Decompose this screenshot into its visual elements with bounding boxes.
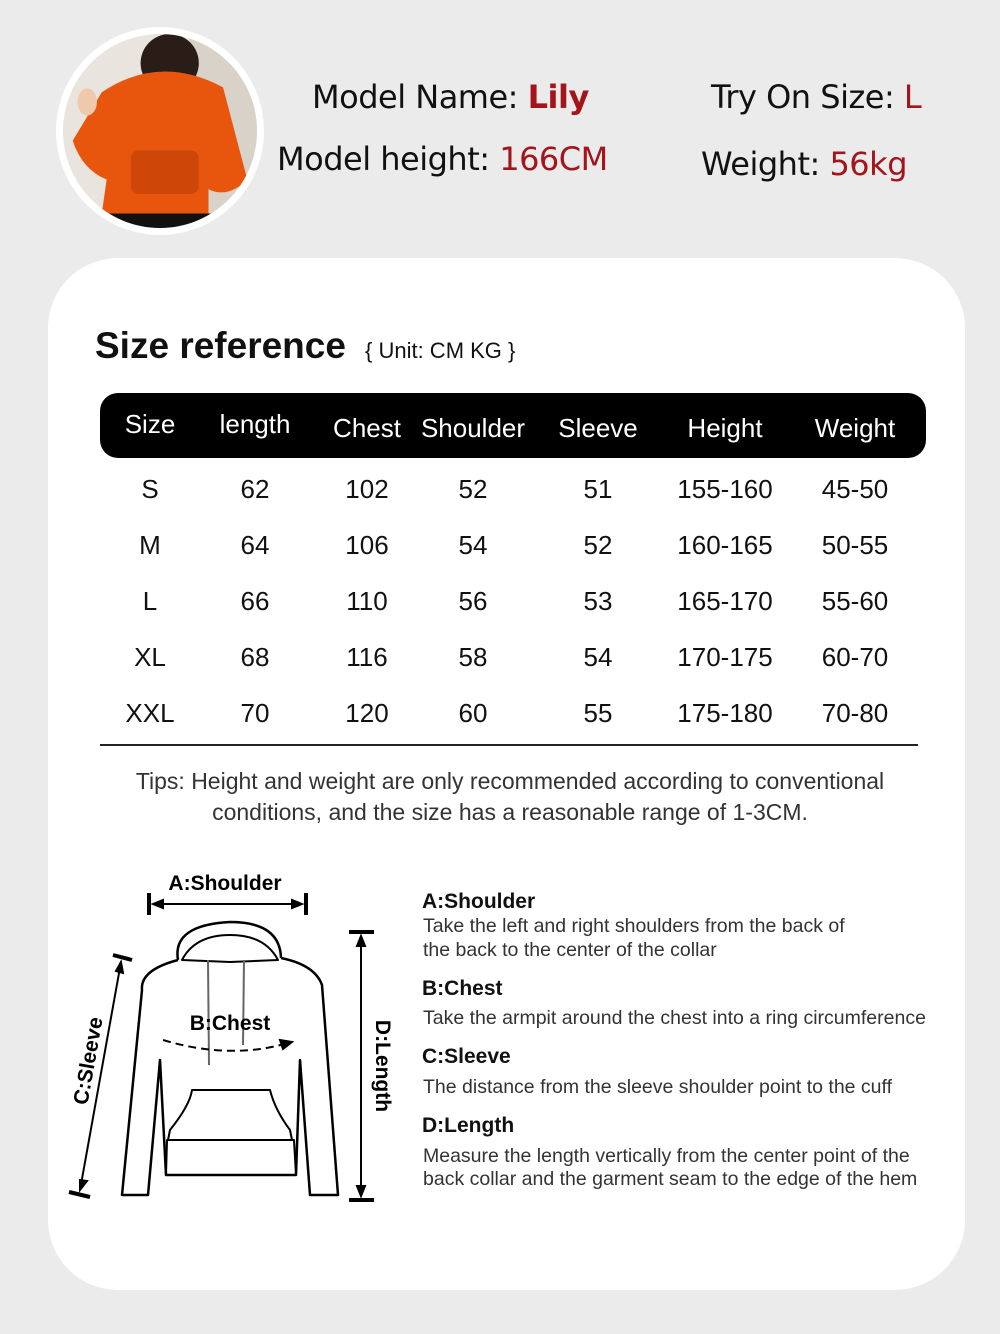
model-height: Model height: 166CM xyxy=(277,140,608,178)
header-height: Height xyxy=(687,413,763,443)
label-a: A:Shoulder xyxy=(168,872,281,895)
label-d: D:Length xyxy=(371,1020,394,1112)
table-cell: 165-170 xyxy=(677,586,773,616)
model-name: Model Name: Lily xyxy=(312,78,589,116)
desc-title: D:Length xyxy=(422,1114,515,1137)
size-reference-title: Size reference xyxy=(95,325,346,366)
table-cell: 53 xyxy=(583,586,613,616)
tips-line-2: conditions, and the size has a reasonabl… xyxy=(212,799,808,825)
header-size: Size xyxy=(124,409,176,439)
table-cell: 68 xyxy=(240,642,270,672)
model-height-label: Model height: xyxy=(277,140,490,178)
table-cell: 175-180 xyxy=(677,698,773,728)
desc-text: The distance from the sleeve shoulder po… xyxy=(423,1076,892,1098)
desc-title: B:Chest xyxy=(422,977,503,1000)
header-weight: Weight xyxy=(814,413,896,443)
desc-title: C:Sleeve xyxy=(422,1045,511,1068)
table-cell: 106 xyxy=(345,530,389,560)
header-chest: Chest xyxy=(333,413,401,443)
tips-line-1: Tips: Height and weight are only recomme… xyxy=(135,768,885,794)
model-weight-value: 56kg xyxy=(829,145,907,183)
table-cell: 50-55 xyxy=(821,530,889,560)
header-length: length xyxy=(219,409,291,439)
desc-text: Take the left and right shoulders from t… xyxy=(423,915,845,937)
table-cell: 51 xyxy=(583,474,613,504)
measure-arrows xyxy=(68,893,374,1202)
unit-label: { Unit: CM KG } xyxy=(365,338,516,363)
table-cell: 116 xyxy=(346,642,388,672)
table-cell: 52 xyxy=(583,530,613,560)
table-cell: 62 xyxy=(240,474,270,504)
drawstrings xyxy=(207,959,245,1066)
table-cell: 52 xyxy=(458,474,488,504)
desc-title: A:Shoulder xyxy=(422,890,536,913)
model-photo xyxy=(56,27,264,235)
model-height-value: 166CM xyxy=(499,140,608,178)
table-cell: 55 xyxy=(583,698,613,728)
table-cell: 60-70 xyxy=(821,642,889,672)
table-cell: 155-160 xyxy=(677,474,773,504)
model-weight-label: Weight: xyxy=(701,145,820,183)
try-on-size: Try On Size: L xyxy=(711,78,922,116)
label-b: B:Chest xyxy=(190,1012,271,1035)
table-cell: 70 xyxy=(240,698,270,728)
model-name-label: Model Name: xyxy=(312,78,518,116)
desc-text: back collar and the garment seam to the … xyxy=(423,1168,918,1190)
table-divider xyxy=(100,744,918,746)
desc-text: Take the armpit around the chest into a … xyxy=(423,1007,926,1029)
table-cell: L xyxy=(142,586,158,616)
table-cell: XL xyxy=(134,642,166,672)
table-cell: 58 xyxy=(458,642,488,672)
table-cell: 170-175 xyxy=(677,642,773,672)
table-cell: 102 xyxy=(345,474,389,504)
tips: Tips: Height and weight are only recomme… xyxy=(60,766,960,828)
desc-text: the back to the center of the collar xyxy=(423,939,717,961)
table-cell: 45-50 xyxy=(821,474,889,504)
model-hoodie-image xyxy=(63,34,257,228)
model-name-value: Lily xyxy=(527,78,590,116)
table-cell: 120 xyxy=(345,698,389,728)
model-weight: Weight: 56kg xyxy=(701,145,907,183)
table-cell: 54 xyxy=(583,642,613,672)
table-cell: 55-60 xyxy=(821,586,889,616)
table-cell: 60 xyxy=(458,698,488,728)
table-cell: 56 xyxy=(458,586,488,616)
table-cell: 160-165 xyxy=(677,530,773,560)
table-cell: 64 xyxy=(240,530,270,560)
header-sleeve: Sleeve xyxy=(558,413,638,443)
table-cell: S xyxy=(141,474,159,504)
table-cell: 110 xyxy=(346,586,388,616)
try-on-size-value: L xyxy=(903,78,922,116)
label-c: C:Sleeve xyxy=(70,1015,108,1106)
table-cell: 66 xyxy=(240,586,270,616)
table-cell: M xyxy=(139,530,161,560)
table-cell: 54 xyxy=(458,530,488,560)
table-cell: XXL xyxy=(125,698,175,728)
try-on-size-label: Try On Size: xyxy=(711,78,895,116)
table-header xyxy=(100,393,926,458)
hoodie-outline xyxy=(120,920,340,1197)
table-cell: 70-80 xyxy=(821,698,889,728)
header-shoulder: Shoulder xyxy=(420,413,526,443)
desc-text: Measure the length vertically from the c… xyxy=(423,1145,910,1167)
